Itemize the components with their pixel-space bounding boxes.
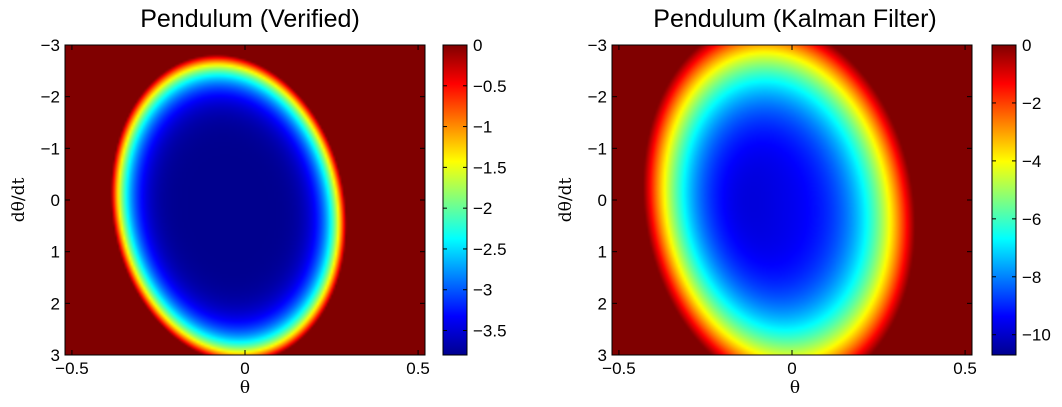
colorbar-tick-label: −3.5 — [473, 322, 507, 341]
x-tick-label: 0 — [787, 359, 796, 378]
y-tick-label: −3 — [41, 36, 60, 55]
y-axis-label: dθ/dt — [556, 178, 576, 223]
y-tick-label: −2 — [41, 88, 60, 107]
y-tick-label: 1 — [51, 243, 60, 262]
colorbar — [443, 45, 467, 355]
colorbar-tick-label: −3 — [473, 281, 492, 300]
y-tick-label: −1 — [41, 139, 60, 158]
colorbar-ticks: 0 −2 −4 −6 −8 −10 — [992, 36, 1051, 345]
colorbar-tick-label: −2 — [473, 199, 492, 218]
x-tick-label: 0.5 — [953, 359, 977, 378]
colorbar — [992, 45, 1016, 355]
heatmap-image — [612, 45, 972, 355]
heatmap-image — [65, 45, 425, 355]
y-tick-label: 2 — [51, 294, 60, 313]
y-tick-label: −1 — [588, 139, 607, 158]
x-ticks: −0.5 0 0.5 — [602, 45, 977, 378]
x-ticks: −0.5 0 0.5 — [55, 45, 430, 378]
colorbar-frame — [991, 44, 1017, 356]
chart-title: Pendulum (Verified) — [140, 5, 360, 33]
colorbar-tick-label: −2.5 — [473, 240, 507, 259]
y-tick-label: −3 — [588, 36, 607, 55]
y-ticks: −3 −2 −1 0 1 2 3 — [41, 36, 425, 365]
colorbar-tick-label: −1.5 — [473, 158, 507, 177]
y-tick-label: 0 — [51, 191, 60, 210]
colorbar-ticks: 0 −0.5 −1 −1.5 −2 −2.5 −3 −3.5 — [443, 36, 507, 341]
y-tick-label: 3 — [598, 346, 607, 365]
panel-kalman: Pendulum (Kalman Filter) −0.5 0 0.5 −3 −2 −1… — [556, 5, 1051, 398]
colorbar-tick-label: −6 — [1022, 210, 1041, 229]
y-tick-label: −2 — [588, 88, 607, 107]
x-tick-label: −0.5 — [602, 359, 636, 378]
colorbar-tick-label: −1 — [473, 118, 492, 137]
y-ticks: −3 −2 −1 0 1 2 3 — [588, 36, 972, 365]
y-tick-label: 1 — [598, 243, 607, 262]
panel-verified: Pendulum (Verified) −0.5 0 0.5 −3−2−10123 … — [9, 5, 507, 398]
y-tick-label: 3 — [51, 346, 60, 365]
x-tick-label: −0.5 — [55, 359, 89, 378]
x-axis-label: θ — [240, 378, 250, 398]
y-tick-label: 0 — [598, 191, 607, 210]
x-tick-label: 0.5 — [406, 359, 430, 378]
colorbar-tick-label: −10 — [1022, 326, 1051, 345]
colorbar-tick-label: −2 — [1022, 94, 1041, 113]
x-tick-label: 0 — [240, 359, 249, 378]
colorbar-tick-label: 0 — [473, 36, 482, 55]
x-axis-label: θ — [790, 378, 800, 398]
chart-title: Pendulum (Kalman Filter) — [653, 5, 936, 33]
colorbar-tick-label: −4 — [1022, 152, 1041, 171]
colorbar-tick-label: −0.5 — [473, 77, 507, 96]
y-axis-label: dθ/dt — [9, 178, 29, 223]
colorbar-frame — [442, 44, 468, 356]
colorbar-tick-label: −8 — [1022, 268, 1041, 287]
colorbar-tick-label: 0 — [1022, 36, 1031, 55]
y-tick-label: 2 — [598, 294, 607, 313]
